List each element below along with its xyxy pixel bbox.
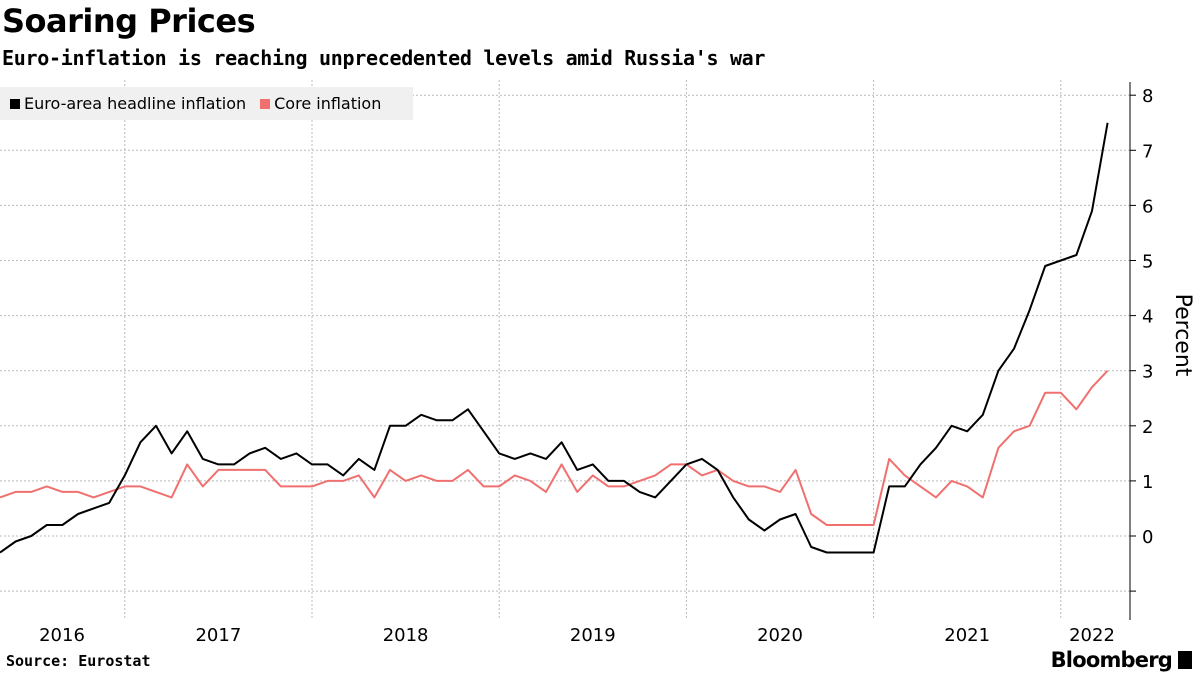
y-tick-label: 5 (1142, 252, 1153, 273)
bloomberg-mark-icon (1178, 651, 1192, 669)
legend-item-core: Core inflation (260, 94, 381, 113)
legend-label-core: Core inflation (274, 94, 382, 113)
y-tick-label: 0 (1142, 527, 1153, 548)
legend-label-headline: Euro-area headline inflation (24, 94, 247, 113)
legend: Euro-area headline inflation Core inflat… (0, 87, 413, 120)
series-line-headline (0, 122, 1109, 554)
x-tick-label: 2019 (570, 625, 616, 646)
series-line-core (0, 370, 1109, 526)
logo-text: Bloomberg (1050, 648, 1173, 672)
x-tick-label: 2016 (39, 625, 85, 646)
y-tick-label: 1 (1142, 472, 1153, 493)
chart-subtitle: Euro-inflation is reaching unprecedented… (2, 46, 766, 70)
x-tick-label: 2022 (1069, 625, 1115, 646)
y-tick-label: 8 (1142, 86, 1153, 107)
y-tick-label: 6 (1142, 196, 1153, 217)
legend-swatch-headline (10, 98, 20, 109)
y-tick-label: 4 (1142, 307, 1153, 328)
x-tick-label: 2018 (383, 625, 429, 646)
legend-swatch-core (260, 98, 271, 109)
bloomberg-logo: Bloomberg (1051, 648, 1192, 672)
x-tick-label: 2021 (944, 625, 990, 646)
y-tick-label: 3 (1142, 362, 1153, 383)
x-tick-label: 2020 (757, 625, 803, 646)
legend-item-headline: Euro-area headline inflation (10, 94, 246, 113)
source-note: Source: Eurostat (6, 652, 151, 670)
y-axis-label: Percent (1170, 294, 1195, 377)
y-tick-label: 2 (1142, 417, 1153, 438)
chart-title: Soaring Prices (2, 2, 256, 40)
y-tick-label: 7 (1142, 141, 1153, 162)
x-tick-label: 2017 (195, 625, 241, 646)
